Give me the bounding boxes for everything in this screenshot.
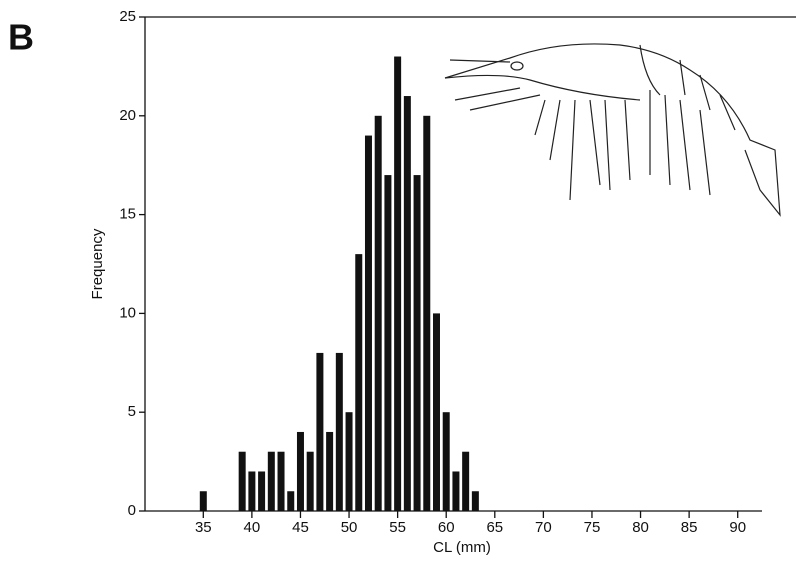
bar [199,491,207,511]
x-tick-label: 75 [584,519,601,536]
x-tick-label: 35 [195,519,212,536]
y-tick-label: 0 [128,502,136,519]
bar [471,491,479,511]
bar [287,491,295,511]
x-tick-label: 90 [729,519,746,536]
bar [248,471,256,511]
x-tick-label: 45 [292,519,309,536]
x-tick-label: 70 [535,519,552,536]
bar [423,115,431,512]
y-tick-label: 15 [119,206,136,223]
bar [462,451,470,511]
bar [452,471,460,511]
panel-label: B [8,17,34,58]
bar [306,451,314,511]
bar [238,451,246,511]
y-tick-label: 5 [128,403,136,420]
bar [326,431,334,511]
bar [335,352,343,511]
bar [296,431,304,511]
bar [403,96,411,511]
y-axis-label: Frequency [89,228,106,299]
bar [355,254,363,511]
shrimp-illustration [444,43,781,217]
x-tick-label: 80 [632,519,649,536]
x-tick-label: 85 [681,519,698,536]
bar [432,313,440,511]
x-tick-label: 65 [486,519,503,536]
bar [345,412,353,511]
x-tick-label: 55 [389,519,406,536]
bar [374,115,382,512]
x-tick-label: 50 [341,519,358,536]
bar [277,451,285,511]
bar [384,175,392,511]
bar [364,135,372,511]
bar [413,175,421,511]
bar [394,56,402,512]
bar [442,412,450,511]
bar [258,471,266,511]
x-axis-label: CL (mm) [433,539,491,556]
bar [316,352,324,511]
y-tick-label: 10 [119,304,136,321]
x-tick-label: 40 [244,519,261,536]
x-tick-label: 60 [438,519,455,536]
y-tick-label: 25 [119,8,136,25]
y-tick-label: 20 [119,107,136,124]
bar [267,451,275,511]
